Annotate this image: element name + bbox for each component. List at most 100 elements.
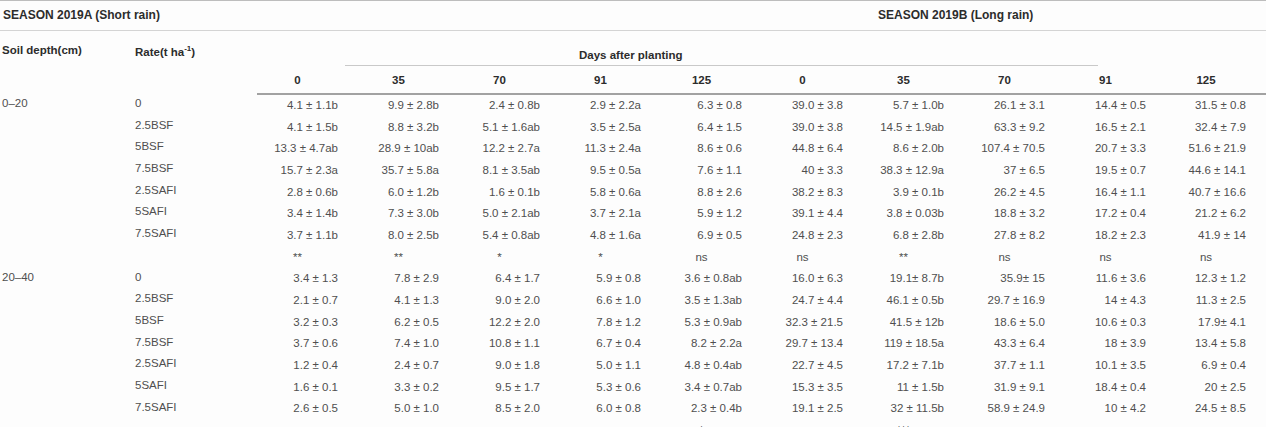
value-cell: 26.2 ± 4.5 <box>964 181 1065 203</box>
value-cell: 13.3 ± 4.7ab <box>257 137 358 159</box>
significance-cell: ns <box>762 246 863 268</box>
value-cell: 4.1 ± 1.5b <box>257 116 358 138</box>
significance-cell: ** <box>358 246 459 268</box>
value-cell: 8.0 ± 2.5b <box>358 224 459 246</box>
value-cell: 32.3 ± 21.5 <box>762 311 863 333</box>
value-cell: 41.5 ± 12b <box>863 311 964 333</box>
value-cell: 26.1 ± 3.1 <box>964 94 1065 116</box>
value-cell: 17.9± 4.1 <box>1166 311 1266 333</box>
significance-cell: ns <box>1065 419 1166 427</box>
value-cell: 24.5 ± 8.5 <box>1166 398 1266 420</box>
value-cell: 5.4 ± 0.8ab <box>459 224 560 246</box>
significance-cell: ns <box>661 246 762 268</box>
soil-depth-label: 0–20 <box>0 94 135 268</box>
empty-cell <box>135 246 257 268</box>
day-column-header: 125 <box>1166 66 1266 94</box>
value-cell: 32 ± 11.5b <box>863 398 964 420</box>
value-cell: 6.0 ± 0.8 <box>560 398 661 420</box>
table-row: 2.5BSF 4.1 ± 1.5b 8.8 ± 3.2b 5.1 ± 1.6ab… <box>0 116 1266 138</box>
table-row: 7.5SAFI 3.7 ± 1.1b 8.0 ± 2.5b 5.4 ± 0.8a… <box>0 224 1266 246</box>
value-cell: 2.3 ± 0.4b <box>661 398 762 420</box>
table-row: 2.5SAFI 2.8 ± 0.6b 6.0 ± 1.2b 1.6 ± 0.1b… <box>0 181 1266 203</box>
value-cell: 46.1 ± 0.5b <box>863 289 964 311</box>
day-column-header: 35 <box>863 66 964 94</box>
significance-cell: ns <box>459 419 560 427</box>
value-cell: 17.2 ± 0.4 <box>1065 202 1166 224</box>
value-cell: 35.9± 15 <box>964 268 1065 290</box>
rate-label: 7.5SAFI <box>135 398 257 420</box>
value-cell: 4.1 ± 1.1b <box>257 94 358 116</box>
results-table: SEASON 2019A (Short rain) SEASON 2019B (… <box>0 0 1266 427</box>
table-row: 2.5BSF 2.1 ± 0.7 4.1 ± 1.3 9.0 ± 2.0 6.6… <box>0 289 1266 311</box>
value-cell: 16.4 ± 1.1 <box>1065 181 1166 203</box>
value-cell: 38.3 ± 12.9a <box>863 159 964 181</box>
value-cell: 27.8 ± 8.2 <box>964 224 1065 246</box>
value-cell: 9.0 ± 1.8 <box>459 354 560 376</box>
rate-label: 0 <box>135 268 257 290</box>
value-cell: 5.0 ± 2.1ab <box>459 202 560 224</box>
value-cell: 19.1 ± 2.5 <box>762 398 863 420</box>
value-cell: 2.4 ± 0.7 <box>358 354 459 376</box>
value-cell: 7.6 ± 1.1 <box>661 159 762 181</box>
value-cell: 8.8 ± 3.2b <box>358 116 459 138</box>
value-cell: 7.3 ± 3.0b <box>358 202 459 224</box>
value-cell: 31.9 ± 9.1 <box>964 376 1065 398</box>
value-cell: 3.5 ± 1.3ab <box>661 289 762 311</box>
value-cell: 63.3 ± 9.2 <box>964 116 1065 138</box>
value-cell: 3.2 ± 0.3 <box>257 311 358 333</box>
value-cell: 3.8 ± 0.03b <box>863 202 964 224</box>
day-column-header: 91 <box>560 66 661 94</box>
value-cell: 10 ± 4.2 <box>1065 398 1166 420</box>
value-cell: 7.4 ± 1.0 <box>358 333 459 355</box>
value-cell: 44.6 ± 14.1 <box>1166 159 1266 181</box>
significance-cell: ns <box>1166 419 1266 427</box>
value-cell: 22.7 ± 4.5 <box>762 354 863 376</box>
value-cell: 5.9 ± 1.2 <box>661 202 762 224</box>
value-cell: 8.5 ± 2.0 <box>459 398 560 420</box>
value-cell: 14.4 ± 0.5 <box>1065 94 1166 116</box>
value-cell: 8.6 ± 2.0b <box>863 137 964 159</box>
value-cell: 15.7 ± 2.3a <box>257 159 358 181</box>
day-column-header: 35 <box>358 66 459 94</box>
value-cell: 9.0 ± 2.0 <box>459 289 560 311</box>
significance-row: ns ns ns ns * ns *** ns ns ns <box>0 419 1266 427</box>
significance-cell: ns <box>1166 246 1266 268</box>
significance-cell: ns <box>560 419 661 427</box>
value-cell: 3.5 ± 2.5a <box>560 116 661 138</box>
season-b-title: SEASON 2019B (Long rain) <box>878 8 1033 22</box>
rate-label: 7.5SAFI <box>135 224 257 246</box>
significance-cell: * <box>661 419 762 427</box>
value-cell: 3.7 ± 0.6 <box>257 333 358 355</box>
significance-cell: *** <box>863 419 964 427</box>
value-cell: 44.8 ± 6.4 <box>762 137 863 159</box>
days-after-planting-title: Days after planting <box>579 49 683 61</box>
season-header-cell: SEASON 2019A (Short rain) SEASON 2019B (… <box>0 1 1266 31</box>
value-cell: 6.6 ± 1.0 <box>560 289 661 311</box>
table-row: 0–20 0 4.1 ± 1.1b 9.9 ± 2.8b 2.4 ± 0.8b … <box>0 94 1266 116</box>
value-cell: 3.4 ± 1.3 <box>257 268 358 290</box>
significance-cell: ns <box>358 419 459 427</box>
day-column-header: 125 <box>661 66 762 94</box>
value-cell: 29.7 ± 13.4 <box>762 333 863 355</box>
value-cell: 40 ± 3.3 <box>762 159 863 181</box>
value-cell: 3.4 ± 1.4b <box>257 202 358 224</box>
value-cell: 24.8 ± 2.3 <box>762 224 863 246</box>
soil-depth-column-header: Soil depth(cm) <box>0 31 135 95</box>
value-cell: 39.0 ± 3.8 <box>762 94 863 116</box>
significance-cell: ns <box>1065 246 1166 268</box>
value-cell: 18.8 ± 3.2 <box>964 202 1065 224</box>
significance-cell: ns <box>964 419 1065 427</box>
significance-row: ** ** * * ns ns ** ns ns ns <box>0 246 1266 268</box>
subheader-row: Soil depth(cm) Rate(t ha-1) Days after p… <box>0 31 1266 67</box>
value-cell: 29.7 ± 16.9 <box>964 289 1065 311</box>
value-cell: 10.8 ± 1.1 <box>459 333 560 355</box>
value-cell: 12.2 ± 2.0 <box>459 311 560 333</box>
value-cell: 6.0 ± 1.2b <box>358 181 459 203</box>
value-cell: 11 ± 1.5b <box>863 376 964 398</box>
value-cell: 6.4 ± 1.7 <box>459 268 560 290</box>
rate-label: 7.5BSF <box>135 333 257 355</box>
value-cell: 15.3 ± 3.5 <box>762 376 863 398</box>
value-cell: 16.0 ± 6.3 <box>762 268 863 290</box>
value-cell: 18.2 ± 2.3 <box>1065 224 1166 246</box>
value-cell: 5.0 ± 1.1 <box>560 354 661 376</box>
